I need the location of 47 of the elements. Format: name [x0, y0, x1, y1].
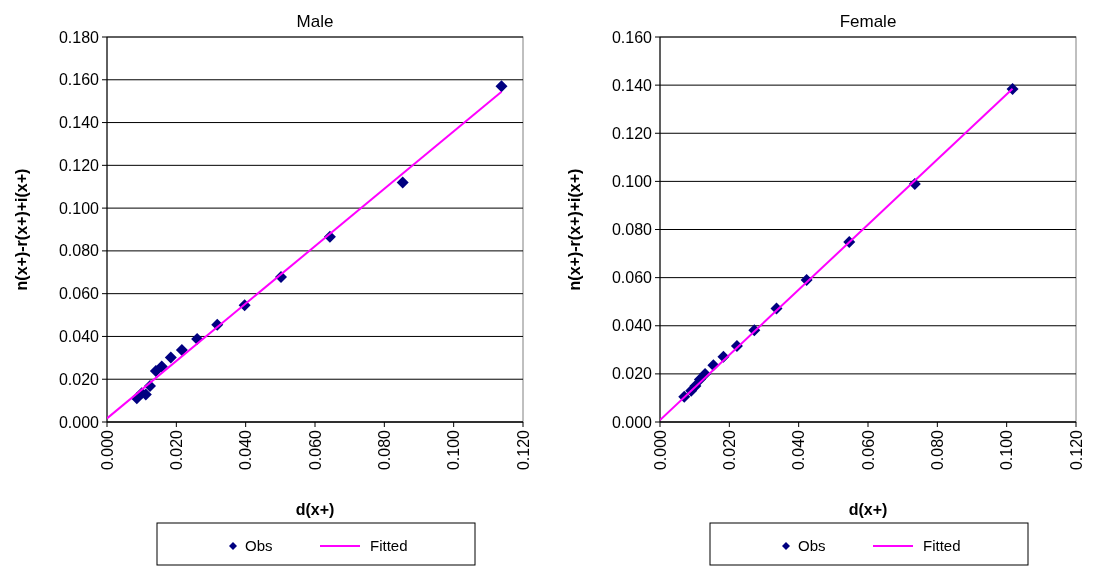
point	[396, 176, 409, 189]
x-tick-label: 0.020	[167, 429, 185, 471]
x-tick-label: 0.060	[859, 429, 877, 471]
x-axis-title: d(x+)	[848, 501, 888, 518]
y-tick-label: 0.120	[611, 124, 653, 142]
point	[175, 343, 188, 356]
point	[155, 360, 168, 373]
y-axis-title: n(x+)-r(x+)+i(x+)	[13, 168, 30, 291]
x-tick-label: 0.080	[375, 429, 393, 471]
y-tick-label: 0.180	[58, 28, 100, 46]
legend-label: Fitted	[923, 537, 961, 555]
x-tick-label: 0.080	[928, 429, 946, 471]
point	[495, 80, 508, 93]
legend-label: Fitted	[370, 537, 408, 555]
y-tick-label: 0.100	[611, 172, 653, 190]
y-tick-label: 0.000	[611, 413, 653, 431]
y-tick-label: 0.160	[611, 28, 653, 46]
y-tick-label: 0.100	[58, 199, 100, 217]
x-tick-label: 0.060	[306, 429, 324, 471]
x-tick-label: 0.120	[1067, 429, 1085, 471]
y-tick-label: 0.020	[58, 370, 100, 388]
x-tick-label: 0.120	[514, 429, 532, 471]
y-tick-label: 0.080	[58, 242, 100, 260]
y-tick-label: 0.140	[58, 114, 100, 132]
legend-label: Obs	[798, 537, 826, 555]
y-tick-label: 0.060	[58, 285, 100, 303]
x-tick-label: 0.100	[998, 429, 1016, 471]
y-tick-label: 0.040	[58, 328, 100, 346]
y-tick-label: 0.120	[58, 156, 100, 174]
y-tick-label: 0.080	[611, 221, 653, 239]
x-axis-title: d(x+)	[295, 501, 335, 518]
point	[164, 351, 177, 364]
x-tick-label: 0.040	[790, 429, 808, 471]
y-axis-title: n(x+)-r(x+)+i(x+)	[566, 168, 583, 291]
chart-title: Female	[839, 12, 897, 31]
y-tick-label: 0.140	[611, 76, 653, 94]
y-tick-label: 0.040	[611, 317, 653, 335]
y-tick-label: 0.020	[611, 365, 653, 383]
point	[149, 365, 162, 378]
y-tick-label: 0.000	[58, 413, 100, 431]
y-tick-label: 0.060	[611, 269, 653, 287]
x-tick-label: 0.100	[445, 429, 463, 471]
y-tick-label: 0.160	[58, 71, 100, 89]
legend-label: Obs	[245, 537, 273, 555]
x-tick-label: 0.020	[720, 429, 738, 471]
x-tick-label: 0.040	[237, 429, 255, 471]
chart-title: Male	[296, 12, 334, 31]
